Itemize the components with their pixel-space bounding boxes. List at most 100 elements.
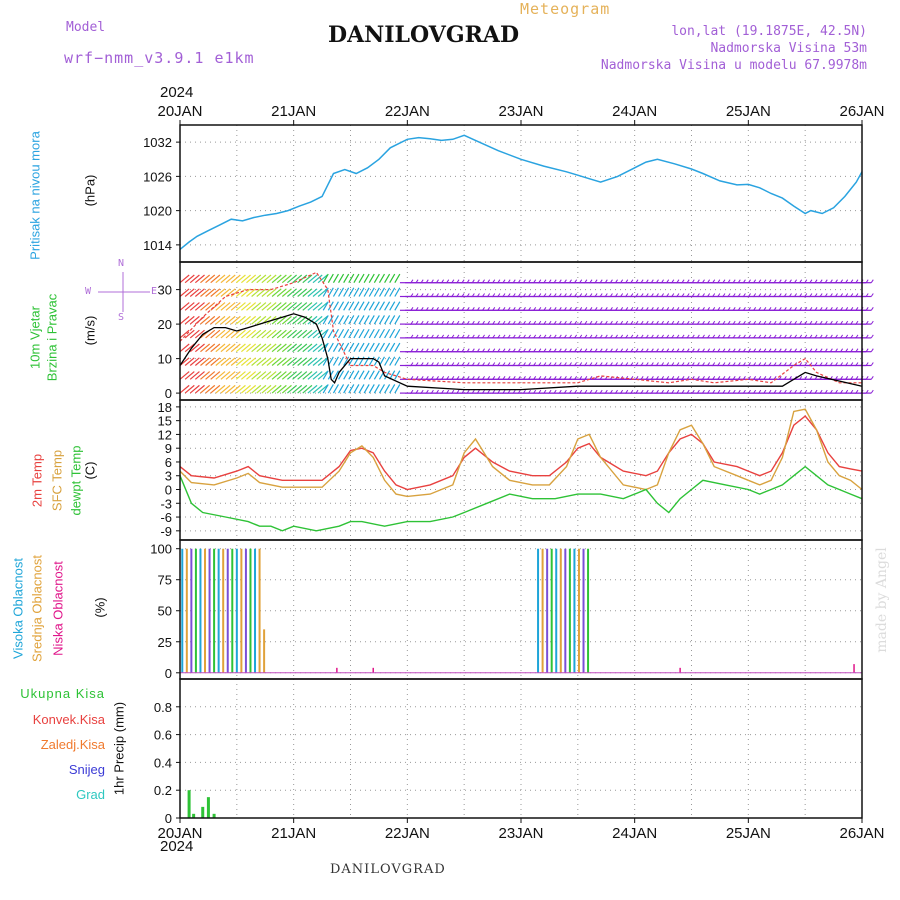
wind-barb: [317, 315, 328, 325]
wind-barb: [184, 371, 195, 380]
wind-barb: [287, 357, 297, 366]
wind-barb: [378, 342, 386, 353]
wind-barb: [384, 384, 391, 394]
wind-barb: [210, 329, 221, 339]
y-tick-label-precip: 0.6: [154, 728, 172, 743]
wind-barb: [302, 371, 313, 380]
wind-barb: [363, 370, 370, 380]
wind-barb: [343, 301, 350, 311]
wind-barb: [327, 315, 334, 325]
wind-barb: [297, 357, 308, 366]
wind-barb: [184, 288, 195, 297]
wind-barb-flag: [870, 334, 874, 339]
wind-barb: [189, 274, 200, 284]
wind-barb: [348, 328, 355, 339]
wind-barb: [368, 384, 375, 394]
wind-barb: [200, 357, 211, 366]
wind-barb: [384, 356, 391, 366]
wind-barb: [394, 370, 401, 380]
wind-barb: [230, 329, 241, 339]
wind-barb: [225, 302, 236, 311]
wind-barb: [251, 343, 262, 353]
wind-barb: [348, 287, 355, 297]
wind-barb: [363, 328, 370, 339]
wind-barb-flag: [870, 389, 874, 394]
wind-barb: [184, 329, 195, 339]
wind-barb: [332, 370, 339, 380]
precip-freezing-label: Zaledj.Kisa: [40, 737, 105, 752]
wind-barb: [378, 273, 386, 284]
wind-barb: [266, 288, 277, 297]
elevation-label: Nadmorska Visina 53m: [710, 41, 867, 56]
wind-barb: [179, 384, 190, 394]
wind-barb-flag: [870, 362, 874, 366]
wind-barb: [343, 273, 350, 284]
high-cloud-label: Visoka Oblacnost: [10, 558, 26, 659]
wind-barb: [261, 274, 272, 284]
wind-barb: [246, 371, 257, 380]
wind-barb: [189, 384, 200, 394]
wind-barb: [184, 343, 195, 353]
wind-barb: [179, 274, 190, 284]
wind-barb: [220, 288, 231, 297]
wind-barb: [215, 302, 226, 311]
wind-barb: [235, 315, 246, 325]
wind-barb: [302, 288, 313, 297]
wind-barb: [389, 342, 396, 353]
wind-barb: [312, 357, 323, 366]
wind-barb: [225, 357, 236, 366]
precip-bar: [212, 813, 216, 818]
sfc-temp-label: SFC Temp: [49, 449, 65, 512]
y-tick-label-precip: 0.2: [154, 783, 172, 798]
time-tick-label-bottom: 23JAN: [498, 825, 543, 842]
wind-barb: [246, 357, 257, 366]
wind-barb: [281, 315, 292, 325]
wind-barb: [312, 371, 323, 380]
y-tick-label-cloud: 50: [158, 604, 172, 619]
wind-barb: [384, 315, 391, 325]
wind-barb: [271, 302, 282, 311]
wind-barb: [251, 315, 262, 325]
wind-barb: [266, 357, 277, 366]
wind-barb: [210, 343, 221, 353]
wind-barb: [378, 287, 386, 297]
wind-barb: [327, 328, 334, 339]
wind-barb: [225, 371, 236, 380]
wind-barb: [235, 371, 246, 380]
y-tick-label-temperature: -6: [160, 510, 172, 525]
wind-barb: [343, 356, 350, 366]
wind-barb: [332, 342, 339, 353]
wind-barb: [307, 329, 318, 339]
wind-label-1: 10m Vjetar: [27, 306, 43, 369]
wind-barb: [363, 315, 370, 325]
time-tick-label-bottom: 24JAN: [612, 825, 657, 842]
compass-west: W: [85, 286, 92, 297]
wind-barb: [276, 384, 287, 394]
wind-barb: [338, 384, 345, 394]
wind-barb: [338, 342, 345, 353]
wind-barb: [312, 288, 323, 297]
wind-barb: [322, 287, 329, 297]
wind-barb: [240, 315, 251, 325]
wind-barb: [287, 384, 297, 394]
wind-barb: [307, 315, 318, 325]
wind-barb: [317, 384, 328, 394]
wind-barb: [240, 343, 251, 353]
time-tick-label-bottom: 22JAN: [385, 825, 430, 842]
wind-barb: [256, 274, 267, 284]
wind-barb: [368, 273, 375, 284]
wind-barb: [251, 274, 262, 284]
wind-barb: [348, 384, 355, 394]
pressure-unit: (hPa): [82, 174, 98, 207]
wind-barb: [394, 301, 401, 311]
wind-barb-flag: [870, 320, 874, 325]
lonlat-label: lon,lat (19.1875E, 42.5N): [671, 24, 867, 39]
wind-barb: [332, 328, 339, 339]
wind-barb: [384, 301, 391, 311]
wind-barb: [230, 315, 241, 325]
wind-barb: [348, 301, 355, 311]
compass-north: N: [118, 258, 125, 269]
wind-barb: [215, 371, 226, 380]
wind-barb: [205, 357, 216, 366]
time-tick-label-bottom: 25JAN: [726, 825, 771, 842]
